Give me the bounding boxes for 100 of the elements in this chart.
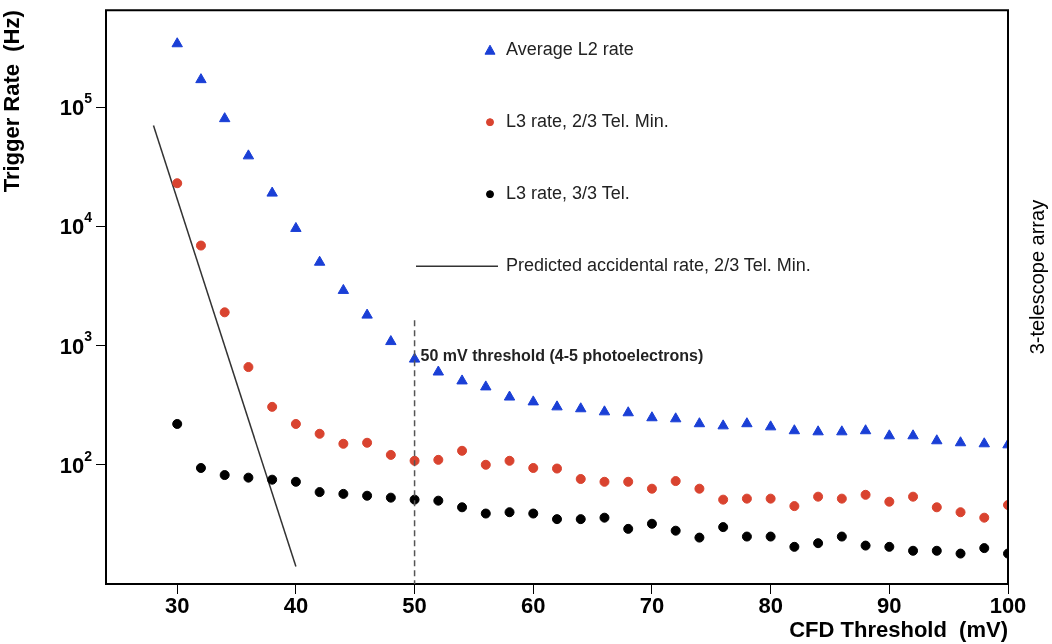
point <box>362 490 373 501</box>
point <box>694 483 705 494</box>
point <box>623 523 634 534</box>
point <box>503 390 516 401</box>
point <box>385 492 396 503</box>
point <box>218 112 231 123</box>
point <box>480 380 492 391</box>
x-axis-title: CFD Threshold (mV) <box>789 616 1008 642</box>
point <box>552 514 562 525</box>
point <box>884 496 895 507</box>
point <box>646 411 658 422</box>
point <box>267 401 278 412</box>
x-tick-label: 40 <box>283 593 309 619</box>
point <box>860 489 871 500</box>
point <box>362 437 373 448</box>
x-tick-label: 30 <box>164 593 190 619</box>
point <box>765 531 776 542</box>
point <box>622 406 634 417</box>
point <box>813 538 824 549</box>
point <box>931 545 942 556</box>
point <box>575 514 586 525</box>
point <box>955 548 966 559</box>
point <box>172 178 183 189</box>
point <box>337 283 350 294</box>
point <box>741 493 752 504</box>
point <box>290 418 301 429</box>
point <box>907 429 919 440</box>
x-tick-label: 90 <box>877 593 902 619</box>
point <box>385 335 397 346</box>
point <box>670 476 681 487</box>
point <box>884 541 895 552</box>
point <box>385 449 396 460</box>
x-tick-label: 60 <box>521 593 546 619</box>
point <box>314 428 325 439</box>
point <box>955 507 966 518</box>
point <box>575 473 586 484</box>
point <box>718 522 729 533</box>
point <box>219 470 230 481</box>
legend-label: Average L2 rate <box>506 39 634 60</box>
point <box>931 434 943 445</box>
point <box>480 508 491 519</box>
point <box>504 507 515 518</box>
point <box>670 525 681 536</box>
point <box>599 512 610 523</box>
x-tick-label: 100 <box>989 593 1027 619</box>
point <box>551 400 563 411</box>
point <box>528 508 539 519</box>
point <box>409 455 420 466</box>
point <box>457 445 468 456</box>
point <box>409 494 420 505</box>
point <box>979 512 990 523</box>
legend-label: L3 rate, 3/3 Tel. <box>506 183 630 204</box>
point <box>623 476 634 487</box>
point <box>812 425 824 436</box>
point <box>195 73 207 84</box>
point <box>788 424 801 435</box>
point <box>669 412 682 423</box>
point <box>433 454 444 465</box>
legend-label: Predicted accidental rate, 2/3 Tel. Min. <box>506 255 811 276</box>
point <box>789 541 800 552</box>
point <box>313 255 326 266</box>
point <box>931 502 942 513</box>
point <box>314 487 325 498</box>
point <box>717 419 729 430</box>
ref-line-label: 50 mV threshold (4-5 photoelectrons) <box>420 346 704 364</box>
point <box>242 149 255 160</box>
point <box>195 240 206 251</box>
point <box>504 455 515 466</box>
point <box>266 186 278 197</box>
point <box>528 462 539 473</box>
point <box>860 540 871 551</box>
point <box>243 472 254 483</box>
point <box>195 462 206 473</box>
point <box>432 365 445 376</box>
point <box>290 221 302 232</box>
point <box>433 495 444 506</box>
x-tick-label: 70 <box>639 593 665 619</box>
point <box>978 437 990 448</box>
point <box>741 417 753 428</box>
point <box>979 543 990 554</box>
point <box>527 395 539 406</box>
point <box>764 420 777 431</box>
point <box>836 425 848 436</box>
point <box>172 418 183 429</box>
point <box>598 405 611 416</box>
point <box>813 491 824 502</box>
x-tick-label: 80 <box>758 593 783 619</box>
point <box>859 424 872 435</box>
point <box>836 493 847 504</box>
text: 3-telescope array <box>1025 199 1048 355</box>
point <box>219 307 230 318</box>
point <box>267 474 278 485</box>
point <box>646 483 657 494</box>
point <box>456 374 468 385</box>
point <box>480 459 491 470</box>
point <box>954 436 967 447</box>
point <box>338 438 349 449</box>
point <box>552 463 562 474</box>
point <box>646 518 657 529</box>
point <box>789 501 800 512</box>
